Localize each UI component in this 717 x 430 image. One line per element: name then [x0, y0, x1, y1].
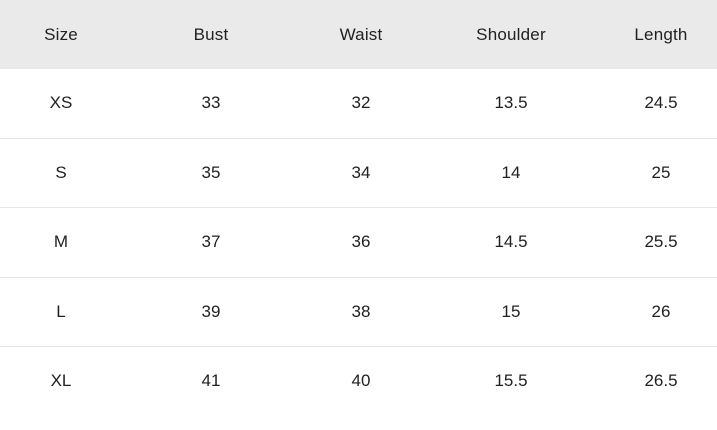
waist-value: 36: [286, 207, 436, 277]
size-label: XS: [0, 69, 136, 138]
waist-value: 32: [286, 69, 436, 138]
waist-value: 40: [286, 346, 436, 416]
size-chart-header: Size Bust Waist Shoulder Length: [0, 0, 717, 69]
bust-value: 41: [136, 346, 286, 416]
shoulder-value: 15.5: [436, 346, 586, 416]
size-label: S: [0, 137, 136, 208]
table-row-xl: XL 41 40 15.5 26.5: [0, 346, 717, 416]
bust-value: 37: [136, 207, 286, 277]
size-label: L: [0, 276, 136, 347]
bust-value: 39: [136, 276, 286, 347]
table-row-l: L 39 38 15 26: [0, 276, 717, 347]
length-value: 24.5: [586, 69, 717, 138]
size-label: XL: [0, 346, 136, 416]
waist-value: 34: [286, 137, 436, 208]
size-chart-body: XS 33 32 13.5 24.5 S 35 34 14 25 M 37 36…: [0, 69, 717, 416]
header-cell-waist: Waist: [286, 0, 436, 69]
waist-value: 38: [286, 276, 436, 347]
header-cell-length: Length: [586, 0, 717, 69]
size-chart-table: Size Bust Waist Shoulder Length XS 33 32…: [0, 0, 717, 416]
shoulder-value: 15: [436, 276, 586, 347]
header-row: Size Bust Waist Shoulder Length: [0, 0, 717, 69]
table-row-xs: XS 33 32 13.5 24.5: [0, 69, 717, 138]
table-row-s: S 35 34 14 25: [0, 137, 717, 208]
header-cell-size: Size: [0, 0, 136, 69]
header-cell-shoulder: Shoulder: [436, 0, 586, 69]
length-value: 26.5: [586, 346, 717, 416]
shoulder-value: 13.5: [436, 69, 586, 138]
length-value: 25.5: [586, 207, 717, 277]
size-label: M: [0, 207, 136, 277]
header-cell-bust: Bust: [136, 0, 286, 69]
bust-value: 35: [136, 137, 286, 208]
length-value: 26: [586, 276, 717, 347]
bust-value: 33: [136, 69, 286, 138]
shoulder-value: 14: [436, 137, 586, 208]
table-row-m: M 37 36 14.5 25.5: [0, 207, 717, 277]
length-value: 25: [586, 137, 717, 208]
shoulder-value: 14.5: [436, 207, 586, 277]
